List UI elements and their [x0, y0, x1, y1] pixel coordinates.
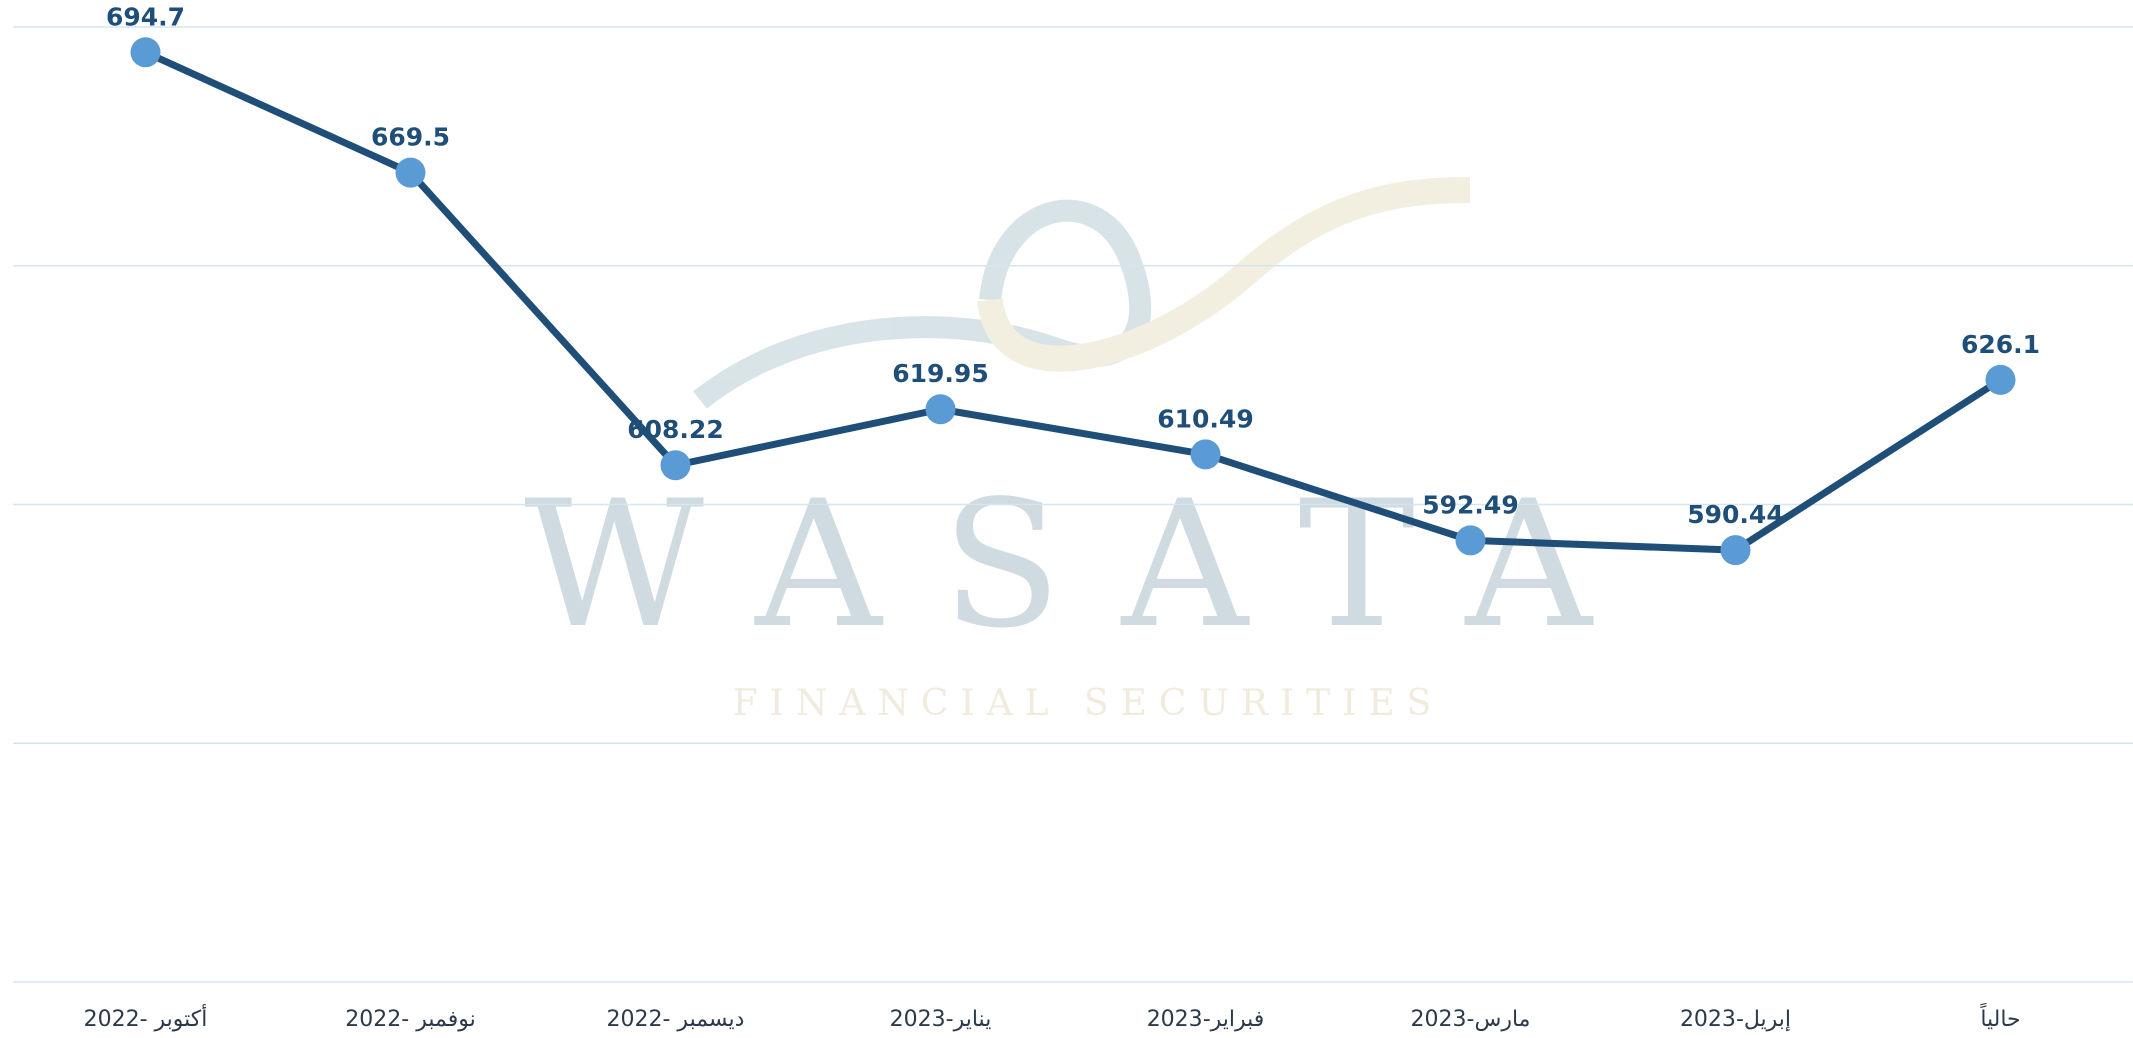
marker	[1985, 364, 2016, 395]
data-label: 669.5	[371, 123, 450, 152]
x-tick-label: إبريل-2023	[1680, 1007, 1791, 1032]
data-label: 619.95	[892, 359, 988, 388]
marker	[395, 157, 426, 188]
watermark-title: WASATA	[524, 464, 1652, 667]
watermark-subtitle: FINANCIAL SECURITIES	[733, 683, 1444, 724]
logo-swirl	[977, 177, 1471, 372]
x-tick-label: مارس-2023	[1411, 1007, 1531, 1032]
x-tick-label: ديسمبر -2022	[607, 1007, 745, 1032]
marker	[925, 394, 956, 425]
x-tick-label: فبراير-2023	[1147, 1007, 1265, 1032]
data-label: 610.49	[1157, 404, 1253, 433]
data-label: 608.22	[627, 415, 723, 444]
x-tick-label: نوفمبر -2022	[345, 1007, 475, 1032]
marker	[660, 450, 691, 481]
data-label: 626.1	[1961, 330, 2040, 359]
data-label: 592.49	[1422, 490, 1518, 519]
marker	[1190, 439, 1221, 470]
marker	[130, 37, 161, 68]
data-label: 694.7	[106, 2, 185, 31]
data-label: 590.44	[1687, 500, 1783, 529]
watermark: WASATA FINANCIAL SECURITIES	[524, 177, 1652, 724]
marker	[1720, 535, 1751, 566]
x-tick-label: أكتوبر -2022	[84, 1004, 208, 1032]
x-tick-label: حالياً	[1980, 1002, 2021, 1032]
marker	[1455, 525, 1486, 556]
line	[144, 49, 2003, 554]
x-tick-label: يناير-2023	[890, 1007, 992, 1032]
